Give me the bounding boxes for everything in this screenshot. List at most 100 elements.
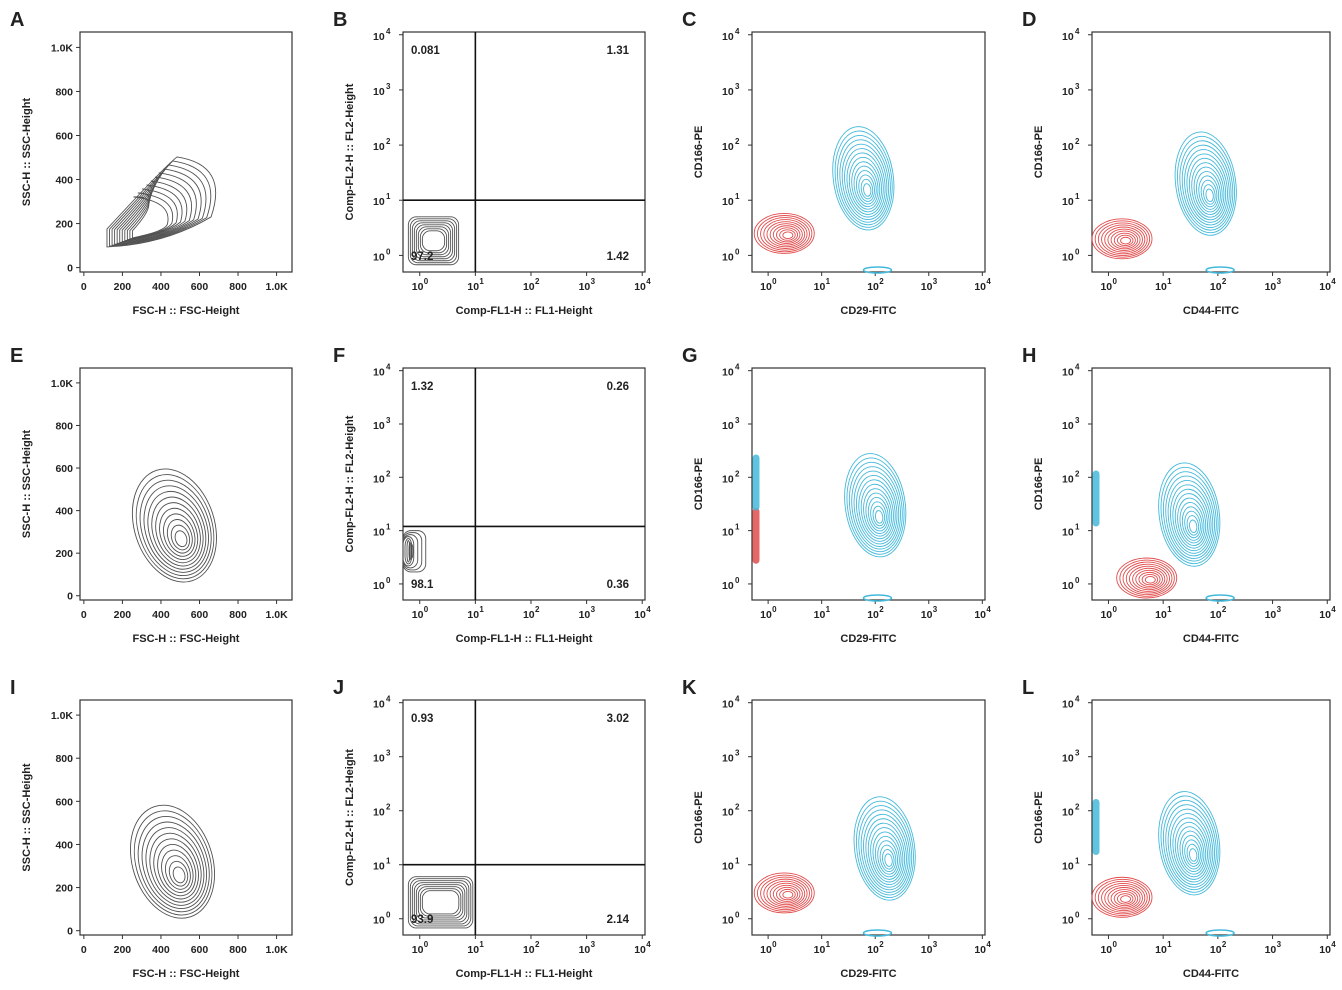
contour-level <box>834 130 893 228</box>
panel-letter: C <box>682 9 696 31</box>
x-tick-exponent: 2 <box>535 605 540 614</box>
x-tick-exponent: 3 <box>1277 277 1282 286</box>
contour-level <box>1203 184 1216 205</box>
x-tick-exponent: 0 <box>772 940 777 949</box>
x-tick-label: 10 <box>523 281 535 293</box>
y-axis-label: CD166-PE <box>1033 791 1045 844</box>
contour-level <box>1191 162 1225 218</box>
contour-level <box>846 457 905 555</box>
x-tick-label: 10 <box>634 944 646 956</box>
contour-level <box>839 139 890 223</box>
y-tick-exponent: 0 <box>735 911 740 920</box>
y-tick-exponent: 1 <box>386 192 391 201</box>
contour-level <box>124 184 183 242</box>
y-tick-exponent: 4 <box>1075 27 1080 36</box>
y-tick-exponent: 0 <box>386 247 391 256</box>
y-tick-exponent: 2 <box>735 137 740 146</box>
contour-level <box>421 230 446 252</box>
x-tick-label: 10 <box>523 609 535 621</box>
contour-level <box>841 143 888 221</box>
y-tick-label: 10 <box>373 473 385 485</box>
contour-level <box>417 886 464 919</box>
panel-e: E 00 200 200 400 400 600 600 800 800 1.0K 1.0K FSC-H… <box>10 345 293 645</box>
contour-level <box>1179 501 1205 544</box>
x-tick-exponent: 1 <box>479 277 484 286</box>
contour-level <box>1119 559 1175 597</box>
panel-letter: E <box>10 345 23 367</box>
contour-level <box>865 492 891 534</box>
contour-level <box>1193 166 1223 216</box>
contour-level <box>174 530 188 548</box>
x-tick-exponent: 3 <box>933 940 938 949</box>
x-tick-exponent: 3 <box>1277 940 1282 949</box>
x-tick-label: 10 <box>1100 944 1112 956</box>
x-tick-label: 10 <box>867 609 879 621</box>
contour-level <box>867 496 889 532</box>
contour-level <box>1188 848 1198 862</box>
contour-level <box>769 223 803 246</box>
contour-level <box>1116 893 1134 905</box>
x-tick-label: 10 <box>974 609 986 621</box>
contour-level <box>1120 895 1132 903</box>
contour-level <box>779 229 796 241</box>
quadrant-upper-left-value: 0.081 <box>411 45 440 57</box>
y-tick-exponent: 1 <box>1075 192 1080 201</box>
y-tick-exponent: 2 <box>735 803 740 812</box>
contour-level <box>844 453 907 558</box>
x-tick-label: 10 <box>814 944 826 956</box>
panel-letter: H <box>1022 345 1036 367</box>
contour-level <box>166 519 193 554</box>
contour-level <box>141 821 207 910</box>
contour-level <box>1174 821 1208 878</box>
contour-level <box>1101 224 1146 255</box>
x-tick-label: 10 <box>1155 609 1167 621</box>
x-tick-label: 10 <box>1319 609 1331 621</box>
panel-i: I 00 200 200 400 400 600 600 800 800 1.0K 1.0K FSC-H… <box>10 677 293 980</box>
contour-level <box>109 160 212 247</box>
x-tick-exponent: 2 <box>879 277 884 286</box>
contour-level <box>135 474 215 580</box>
y-tick-label: 800 <box>55 86 73 98</box>
x-tick-exponent: 4 <box>986 277 991 286</box>
x-tick-exponent: 0 <box>1112 940 1117 949</box>
contour-level <box>1177 497 1207 546</box>
x-tick-exponent: 1 <box>826 605 831 614</box>
contour-level <box>769 882 803 906</box>
y-tick-label: 10 <box>722 861 734 873</box>
contour-level <box>1094 220 1151 258</box>
y-axis-label: CD166-PE <box>1033 458 1045 511</box>
y-tick-exponent: 2 <box>1075 469 1080 478</box>
x-tick-label: 10 <box>579 944 591 956</box>
contour-level <box>766 880 806 907</box>
y-tick-label: 1.0K <box>51 710 74 722</box>
contour-level <box>411 880 470 925</box>
y-tick-exponent: 4 <box>386 27 391 36</box>
x-tick-label: 0 <box>81 944 87 956</box>
contour-level <box>860 809 911 893</box>
y-tick-label: 10 <box>722 753 734 765</box>
x-tick-label: 10 <box>1265 944 1277 956</box>
contour-level <box>1172 817 1210 880</box>
y-tick-label: 0 <box>67 263 73 275</box>
x-tick-exponent: 1 <box>1167 277 1172 286</box>
plot-frame <box>751 367 986 601</box>
y-tick-exponent: 4 <box>386 695 391 704</box>
contour-level <box>421 890 460 915</box>
axis-contour <box>862 594 893 602</box>
x-tick-exponent: 3 <box>591 605 596 614</box>
y-tick-exponent: 4 <box>1075 363 1080 372</box>
x-tick-label: 10 <box>867 281 879 293</box>
y-tick-exponent: 3 <box>386 749 391 758</box>
x-tick-label: 10 <box>579 609 591 621</box>
y-tick-exponent: 1 <box>735 192 740 201</box>
panel-a: A 00 200 200 400 400 600 600 800 800 1.0K 1.0K FSC-H… <box>10 9 293 317</box>
y-tick-label: 400 <box>55 839 73 851</box>
y-tick-label: 10 <box>1062 915 1074 927</box>
contour-level <box>168 860 189 887</box>
y-tick-label: 400 <box>55 175 73 187</box>
contour-level <box>1198 175 1220 210</box>
panel-letter: I <box>10 677 16 699</box>
y-tick-label: 10 <box>373 915 385 927</box>
y-tick-label: 10 <box>1062 251 1074 263</box>
